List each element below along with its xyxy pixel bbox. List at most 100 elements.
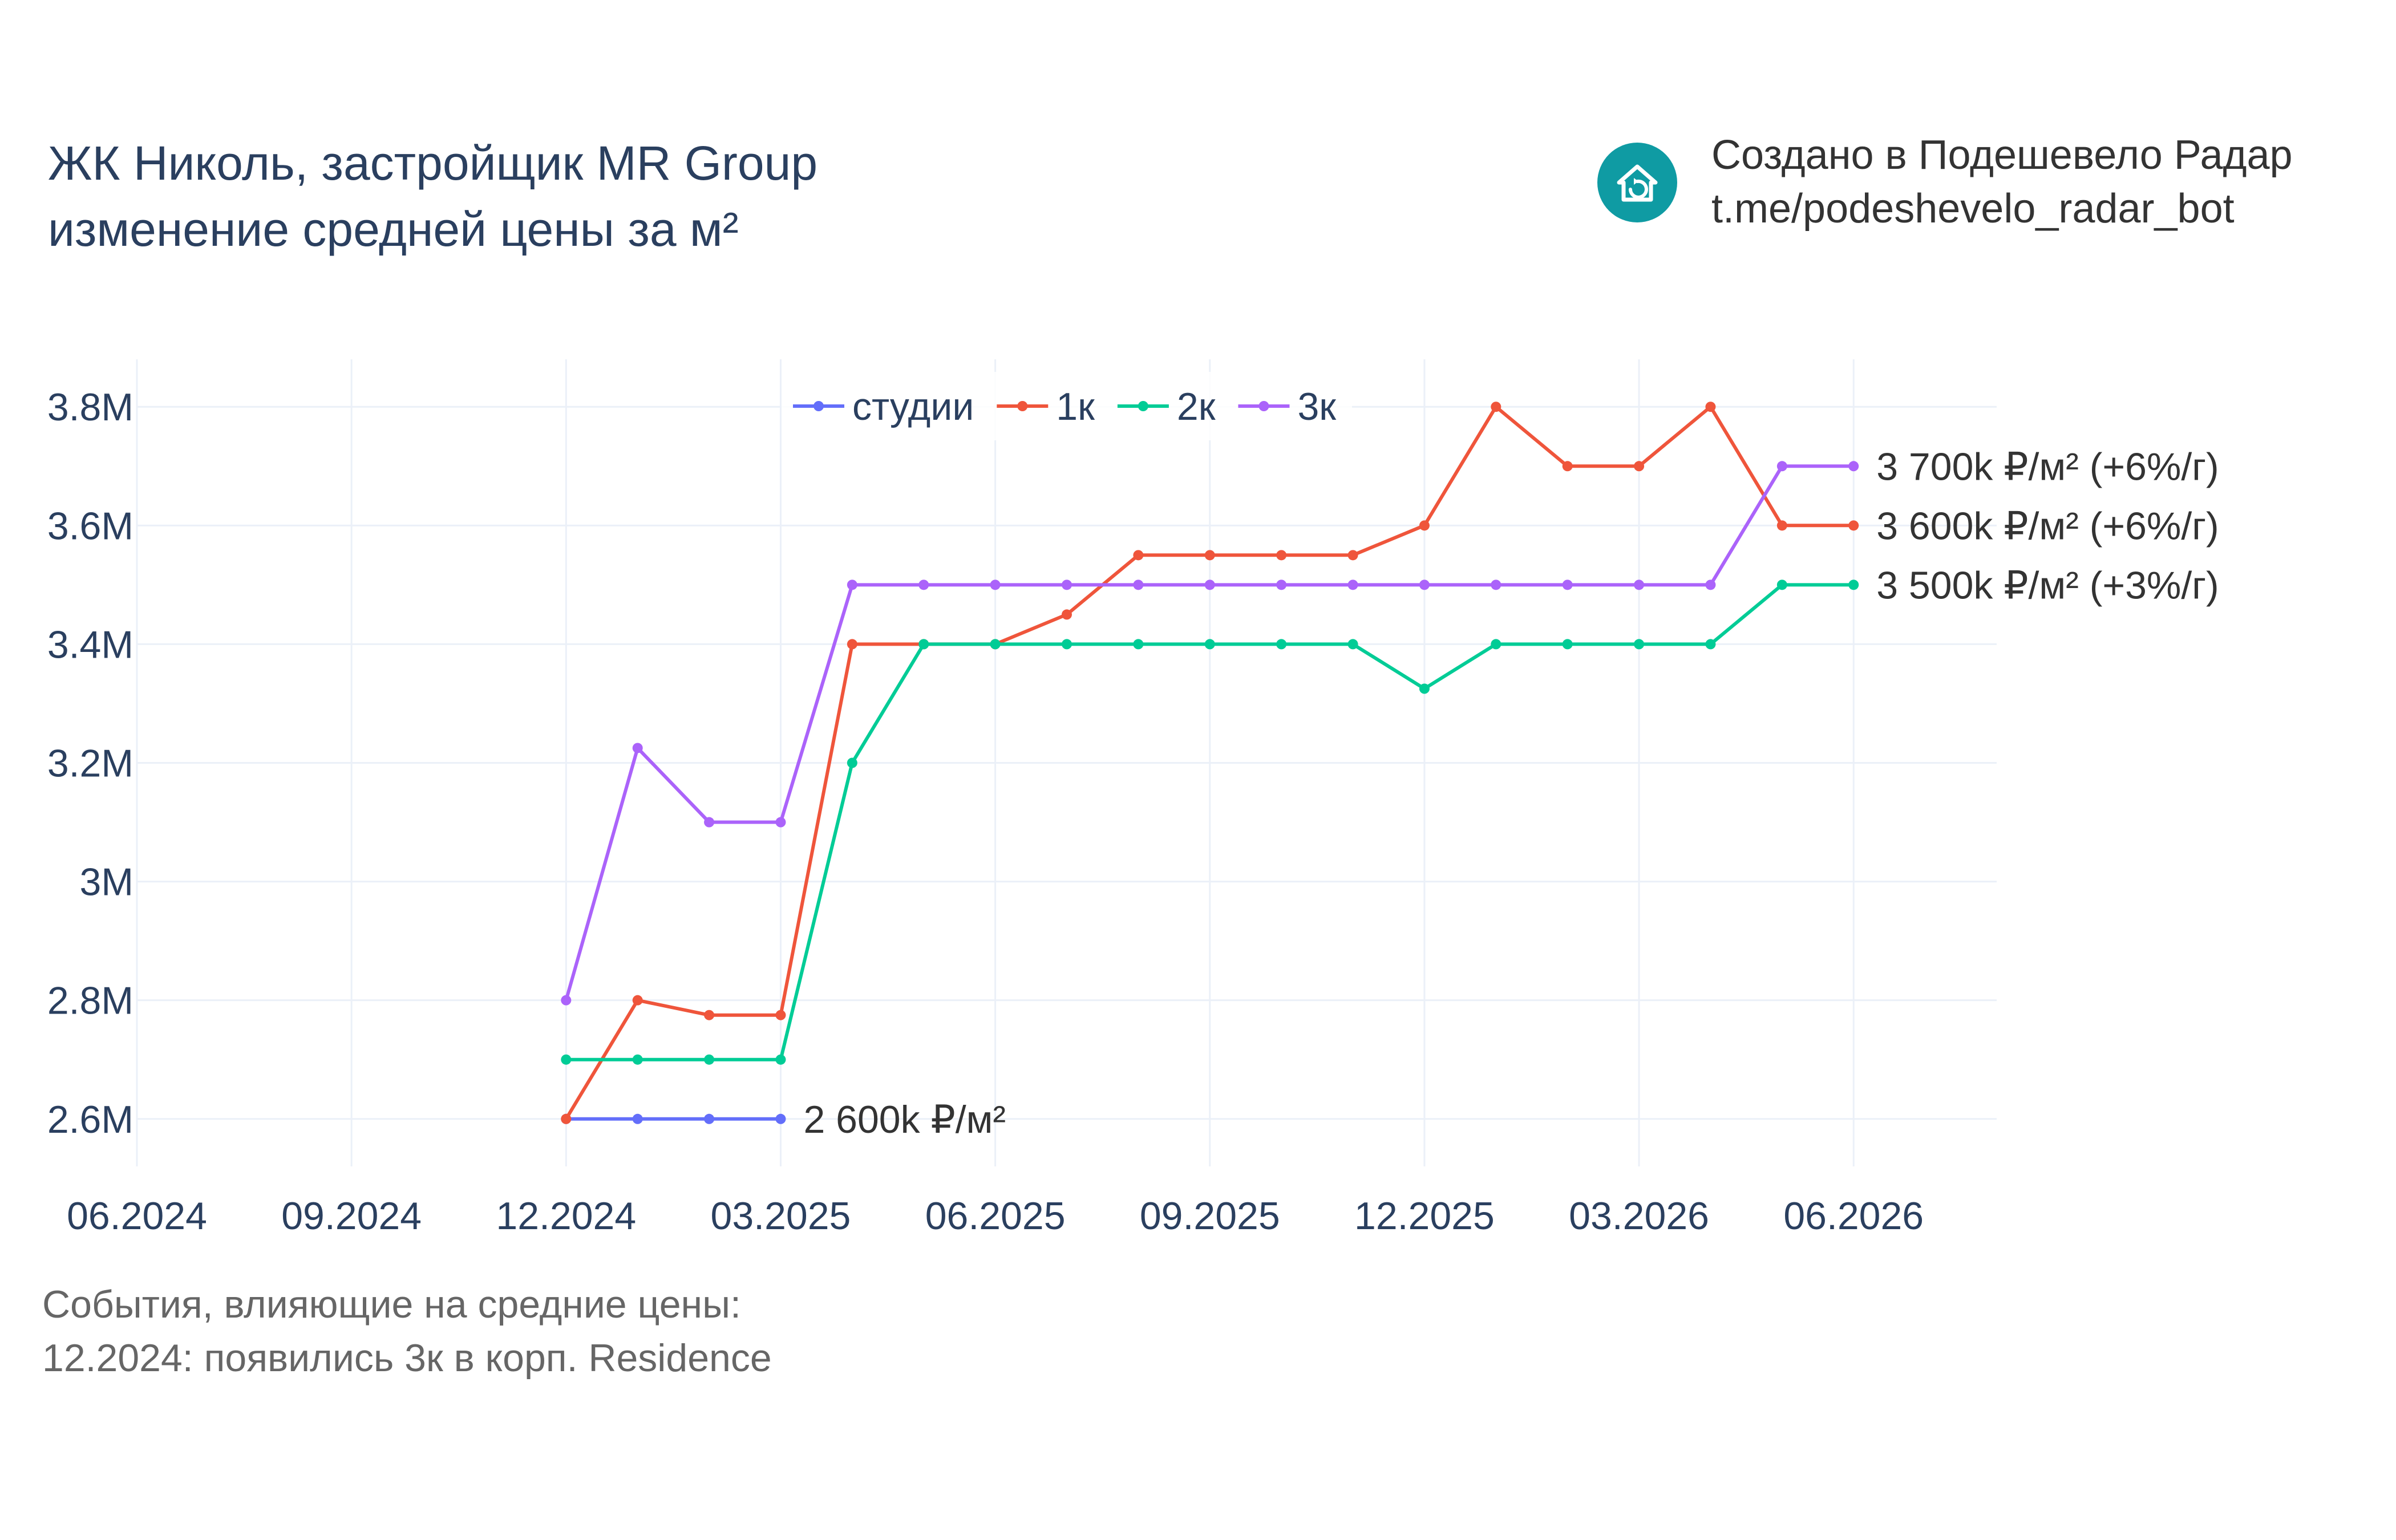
data-point [918,639,929,650]
data-point [1276,550,1287,561]
data-point [704,817,715,828]
legend-item: 3к [1238,385,1337,428]
x-tick-label: 12.2025 [1354,1194,1495,1238]
data-point [704,1113,715,1124]
data-point [1276,639,1287,650]
house-refresh-icon [1597,143,1677,222]
brand-credit-line1: Создано в Подешевело Радар [1711,132,2293,178]
y-tick-label: 3.4M [47,623,133,666]
end-labels: 2 600k ₽/м² 3 600k ₽/м² (+6%/г) 3 500k ₽/м… [803,445,2219,1141]
data-point [561,1054,572,1065]
data-point [847,639,857,650]
data-point [775,1010,786,1020]
y-tick-label: 3.2M [47,742,133,785]
data-point [1848,461,1859,472]
legend-label: 3к [1297,385,1337,428]
data-point [1419,520,1430,531]
end-label: 3 600k ₽/м² (+6%/г) [1876,504,2219,548]
data-point [1419,579,1430,590]
data-point [1133,579,1144,590]
brand-credit-link[interactable]: t.me/podeshevelo_radar_bot [1711,186,2235,232]
data-point [561,1113,572,1124]
legend-item: студии [793,385,974,428]
data-point [1204,579,1215,590]
data-point [1204,639,1215,650]
x-tick-label: 03.2026 [1569,1194,1709,1238]
data-point [1347,579,1358,590]
data-point [1491,402,1501,412]
y-tick-label: 3M [80,861,133,904]
data-point [1204,550,1215,561]
events-note-heading: События, влияющие на средние цены: [42,1283,741,1326]
series-1к [561,402,1859,1124]
data-point [1276,579,1287,590]
data-point [1705,402,1716,412]
legend-label: 1к [1056,385,1095,428]
legend-item: 2к [1117,385,1216,428]
data-point [847,757,857,768]
legend-label: студии [852,385,974,428]
x-tick-label: 06.2026 [1783,1194,1924,1238]
data-point [1848,579,1859,590]
legend-marker [1017,401,1028,411]
end-label: 3 700k ₽/м² (+6%/г) [1876,445,2219,488]
data-point [632,743,643,753]
data-point [1133,639,1144,650]
data-point [704,1054,715,1065]
end-label: 3 500k ₽/м² (+3%/г) [1876,564,2219,607]
x-tick-label: 03.2025 [711,1194,851,1238]
chart-grid [136,359,1997,1166]
data-point [1705,579,1716,590]
legend-label: 2к [1177,385,1216,428]
data-point [1776,520,1787,531]
data-point [775,817,786,828]
data-point [704,1010,715,1020]
legend-marker [813,401,824,411]
end-label: 2 600k ₽/м² [803,1098,1006,1141]
y-tick-label: 3.6M [47,504,133,548]
data-point [1562,639,1573,650]
data-point [1634,579,1645,590]
data-point [632,995,643,1006]
data-point [1062,639,1072,650]
y-tick-label: 2.6M [47,1098,133,1141]
events-note: События, влияющие на средние цены: 12.20… [42,1278,772,1385]
y-tick-label: 3.8M [47,386,133,429]
chart-title: ЖК Николь, застройщик MR Group изменение… [48,130,1132,262]
x-tick-label: 09.2025 [1140,1194,1280,1238]
y-tick-label: 2.8M [47,979,133,1023]
data-point [1062,579,1072,590]
series-3к [561,461,1859,1006]
data-point [1776,461,1787,472]
data-point [1562,579,1573,590]
legend-marker [1138,401,1148,411]
data-point [1634,639,1645,650]
legend-item: 1к [997,385,1095,428]
chart-series [561,402,1859,1124]
x-tick-label: 06.2025 [925,1194,1066,1238]
data-point [1634,461,1645,472]
data-point [1776,579,1787,590]
data-point [1347,550,1358,561]
data-point [775,1113,786,1124]
data-point [1419,683,1430,694]
data-point [1705,639,1716,650]
x-tick-label: 12.2024 [496,1194,636,1238]
data-point [561,995,572,1006]
data-point [1062,609,1072,620]
data-point [990,579,1001,590]
legend-marker [1258,401,1269,411]
brand-credit: Создано в Подешевело Радар t.me/podeshev… [1711,128,2293,236]
data-point [1491,639,1501,650]
data-point [990,639,1001,650]
data-point [632,1113,643,1124]
data-point [1491,579,1501,590]
x-tick-label: 09.2024 [281,1194,422,1238]
series-студии [561,1113,786,1124]
data-point [1133,550,1144,561]
events-note-item: 12.2024: появились 3к в корп. Residence [42,1336,772,1380]
data-point [632,1054,643,1065]
data-point [918,579,929,590]
chart-legend: студии 1к 2к 3к [782,372,1352,440]
